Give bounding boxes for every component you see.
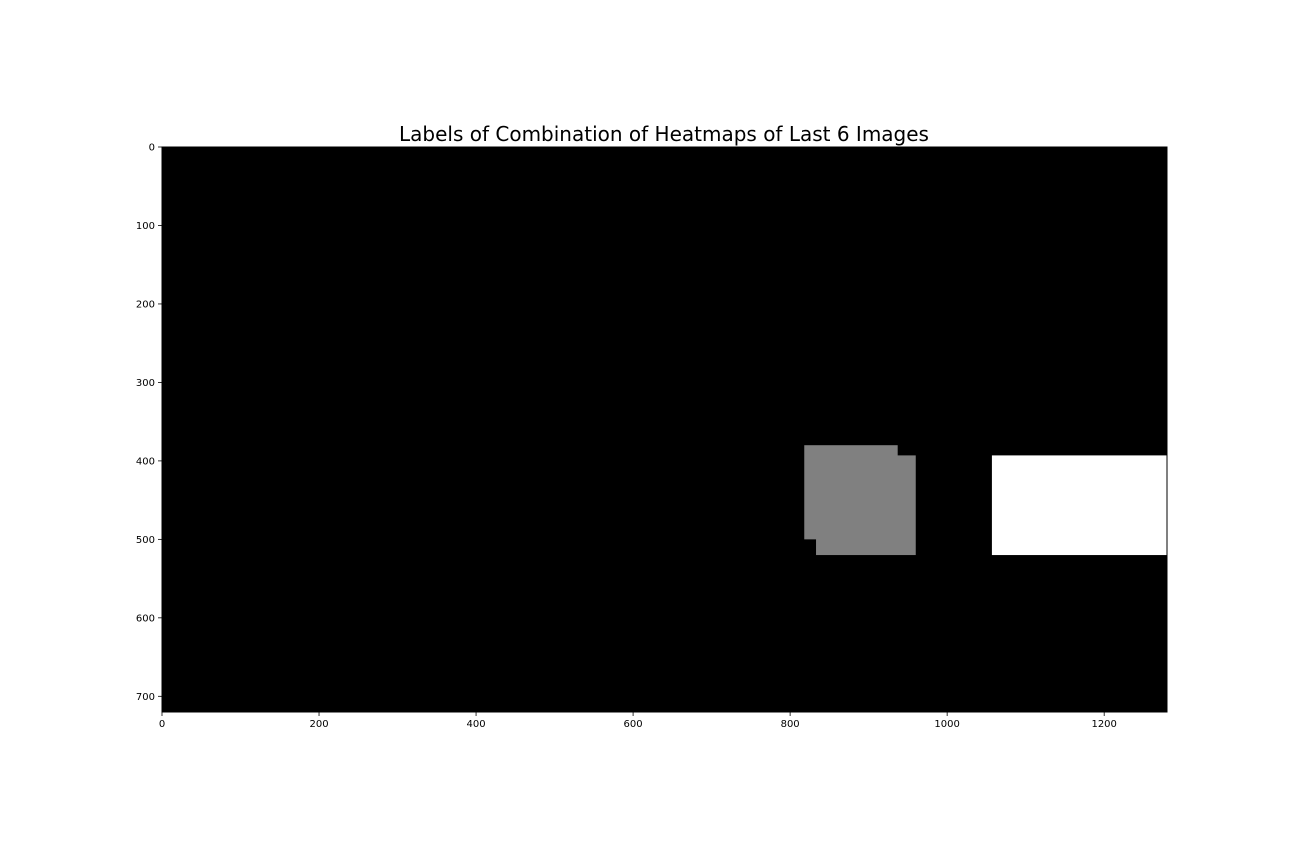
- y-tick-label: 100: [136, 221, 155, 232]
- x-tick-label: 800: [781, 719, 800, 730]
- x-tick-label: 600: [624, 719, 643, 730]
- label-2-region-2: [991, 455, 1167, 556]
- x-tick-label: 1000: [934, 719, 959, 730]
- y-tick-label: 0: [149, 143, 155, 154]
- plot-area: [162, 147, 1167, 712]
- x-tick-label: 200: [309, 719, 328, 730]
- x-tick-label: 1200: [1091, 719, 1116, 730]
- label-1-region-1: [816, 455, 916, 556]
- x-tick-label: 0: [159, 719, 165, 730]
- y-tick-label: 400: [136, 456, 155, 467]
- x-tick-label: 400: [467, 719, 486, 730]
- label-regions: [804, 445, 1167, 556]
- x-axis: 0 200 400 600 800 1000 1200: [159, 712, 1117, 730]
- y-tick-label: 700: [136, 692, 155, 703]
- y-axis: 0 100 200 300 400 500 600 700: [136, 143, 162, 703]
- chart-title: Labels of Combination of Heatmaps of Las…: [399, 122, 929, 146]
- plot-frame: [161, 146, 1168, 713]
- y-tick-label: 200: [136, 299, 155, 310]
- y-tick-label: 300: [136, 378, 155, 389]
- y-tick-label: 500: [136, 535, 155, 546]
- y-tick-label: 600: [136, 613, 155, 624]
